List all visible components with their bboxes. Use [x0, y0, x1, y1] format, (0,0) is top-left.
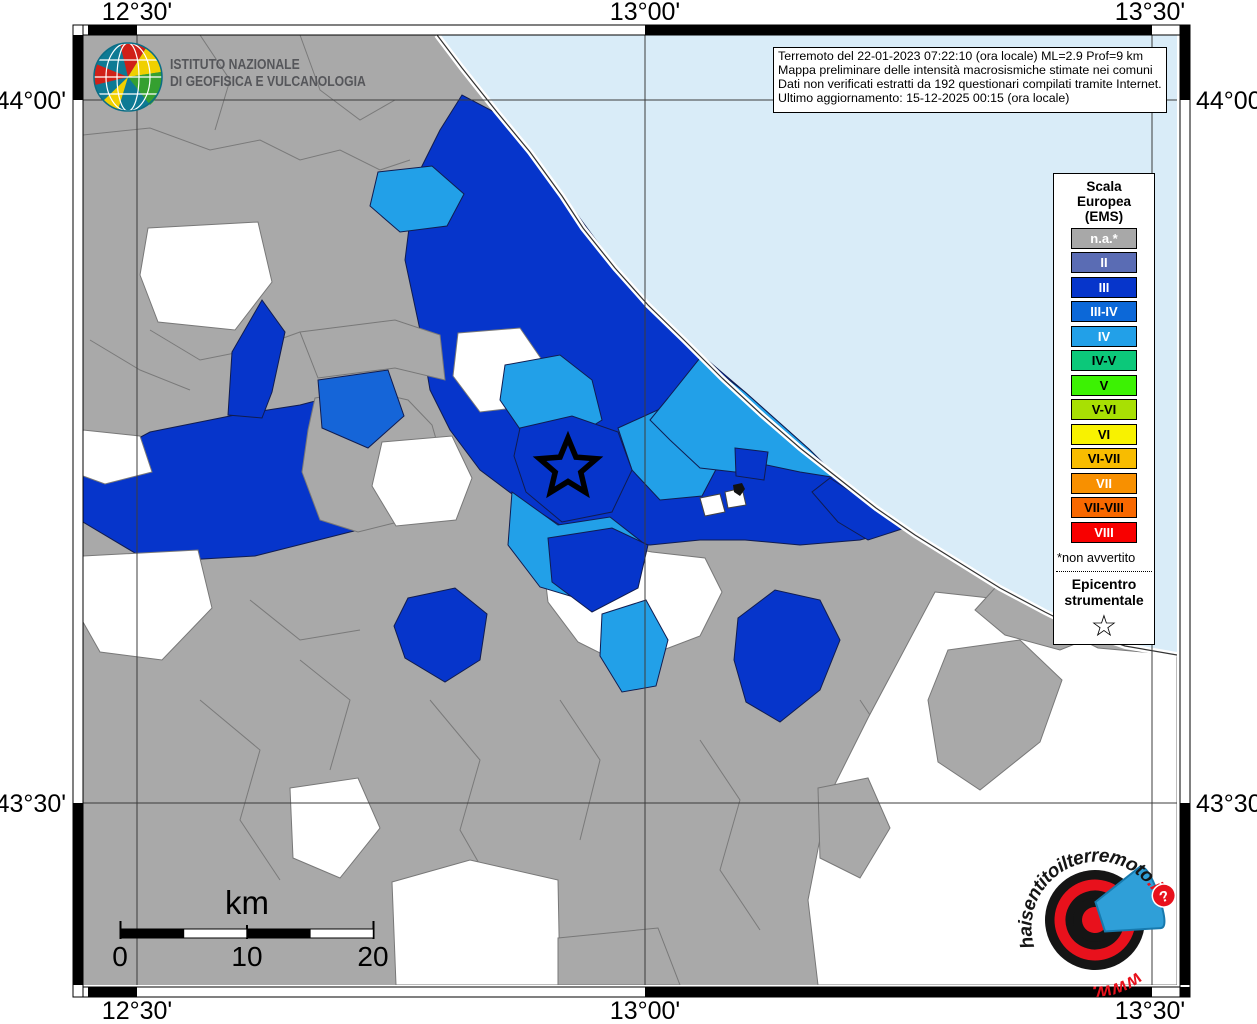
iii-regions [393, 415, 907, 723]
map-frame [72, 24, 1191, 998]
axis-left-4400: 44°00' [0, 87, 66, 115]
scale-bar-10: 10 [231, 941, 262, 972]
legend-footnote: *non avvertito [1057, 549, 1136, 565]
ingv-line2: DI GEOFISICA E VULCANOLOGIA [170, 73, 366, 90]
scale-bar-title: km [225, 884, 269, 921]
axis-top-1330: 13°30' [1115, 0, 1185, 26]
coastline [434, 35, 1177, 658]
legend-swatch-viii: VIII [1071, 521, 1137, 543]
legend-swatch-iii: III [1071, 276, 1137, 298]
axis-bottom-1230: 12°30' [102, 997, 172, 1024]
epicenter-star-icon: ☆ [1090, 609, 1118, 643]
legend-swatch-na: n.a.* [1071, 227, 1137, 249]
legend-swatch-iv-v: IV-V [1071, 350, 1137, 371]
axis-bottom-1330: 13°30' [1115, 997, 1185, 1024]
legend-swatch-ii: II [1071, 252, 1137, 273]
axis-left-4330: 43°30' [0, 790, 66, 818]
info-line-updated: Ultimo aggiornamento: 15-12-2025 00:15 (… [778, 90, 1070, 105]
ingv-wordmark: ISTITUTO NAZIONALE DI GEOFISICA E VULCAN… [170, 57, 366, 90]
earthquake-info-box: Terremoto del 22-01-2023 07:22:10 (ora l… [773, 47, 1167, 113]
municipality-na [299, 319, 446, 381]
harbor-enclaves [699, 483, 747, 517]
legend-swatch-iv: IV [1071, 325, 1137, 347]
info-line-map: Mappa preliminare delle intensità macros… [778, 62, 1153, 77]
ingv-logo-icon [93, 42, 163, 112]
harbor-icon [733, 483, 745, 496]
municipality-intensity-iii-iv [317, 369, 405, 449]
ems-legend: Scala Europea (EMS) n.a.* II III III-IV … [1053, 173, 1155, 645]
map-content: km 0 10 20 [83, 35, 1177, 985]
legend-swatch-v: V [1071, 374, 1137, 396]
gray-municipal-borders [83, 35, 901, 931]
axis-bottom-1300: 13°00' [610, 997, 680, 1024]
epicenter-municipality [513, 415, 633, 523]
legend-epicenter-label: Epicentro strumentale [1064, 575, 1144, 608]
axis-top-1300: 13°00' [610, 0, 680, 26]
scale-bar: km 0 10 20 [112, 884, 388, 972]
scale-bar-20: 20 [357, 941, 388, 972]
municipality-intensity-iii [227, 299, 286, 419]
legend-title: Scala Europea (EMS) [1076, 179, 1131, 224]
legend-swatch-vii-viii: VII-VIII [1071, 497, 1137, 518]
ingv-line1: ISTITUTO NAZIONALE [170, 57, 300, 73]
scale-bar-0: 0 [112, 941, 128, 972]
axis-right-4330: 43°30' [1196, 790, 1257, 818]
legend-separator [1056, 570, 1152, 572]
legend-swatch-vii: VII [1071, 472, 1137, 494]
axis-right-4400: 44°00' [1196, 87, 1257, 115]
legend-swatch-iii-iv: III-IV [1071, 301, 1137, 322]
info-line-data: Dati non verificati estratti da 192 ques… [778, 76, 1162, 91]
info-line-event: Terremoto del 22-01-2023 07:22:10 (ora l… [778, 49, 1144, 63]
axis-top-1230: 12°30' [102, 0, 172, 26]
legend-swatch-vi-vii: VI-VII [1071, 448, 1137, 469]
legend-swatch-vi: VI [1071, 423, 1137, 445]
epicenter-star [532, 430, 604, 499]
legend-swatch-v-vi: V-VI [1071, 399, 1137, 420]
